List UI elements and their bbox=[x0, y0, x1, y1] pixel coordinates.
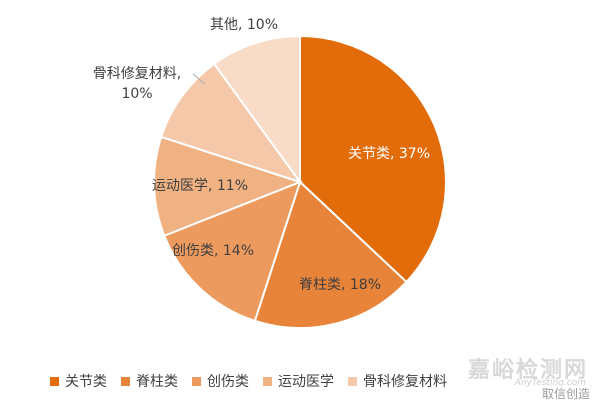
legend-swatch-trauma bbox=[192, 376, 201, 386]
legend-swatch-joint bbox=[50, 376, 59, 386]
watermark-site-url: AnyTesting.com bbox=[514, 378, 586, 388]
leader-line-repair-material bbox=[192, 73, 206, 85]
pie-slice-joint bbox=[299, 34, 447, 284]
legend-swatch-repair-material bbox=[348, 376, 357, 386]
legend-item-repair-material: 骨科修复材料 bbox=[348, 371, 447, 391]
pie-label-trauma: 创伤类, 14% bbox=[172, 243, 254, 259]
legend: 关节类 脊柱类 创伤类 运动医学 骨科修复材料 bbox=[50, 371, 461, 391]
pie-labels: 关节类, 37% 脊柱类, 18% 创伤类, 14% 运动医学, 11% 骨科修复材料,… bbox=[93, 17, 430, 293]
pie-label-sports-medicine: 运动医学, 11% bbox=[152, 178, 248, 194]
legend-label-sports-medicine: 运动医学 bbox=[278, 374, 334, 390]
watermark-brand: 取信创造 bbox=[541, 385, 590, 402]
legend-item-joint: 关节类 bbox=[50, 371, 107, 391]
pie-slice-repair-material bbox=[159, 62, 303, 184]
pie-slice-sports-medicine bbox=[153, 135, 303, 238]
legend-item-sports-medicine: 运动医学 bbox=[263, 371, 334, 391]
watermark-site-name: 嘉峪检测网 bbox=[467, 358, 588, 383]
legend-label-trauma: 创伤类 bbox=[207, 374, 249, 390]
pie-slices bbox=[153, 34, 447, 329]
pie-slice-trauma bbox=[162, 180, 302, 323]
legend-item-trauma: 创伤类 bbox=[192, 371, 249, 391]
legend-label-repair-material: 骨科修复材料 bbox=[363, 374, 447, 390]
pie-label-other: 其他, 10% bbox=[210, 17, 278, 33]
legend-swatch-spine bbox=[121, 376, 130, 386]
pie-label-repair-material: 骨科修复材料, 10% bbox=[93, 65, 181, 102]
pie-label-joint: 关节类, 37% bbox=[348, 146, 430, 162]
pie-label-spine: 脊柱类, 18% bbox=[299, 277, 381, 293]
legend-item-spine: 脊柱类 bbox=[121, 371, 178, 391]
legend-label-joint: 关节类 bbox=[65, 374, 107, 390]
pie-slice-spine bbox=[253, 180, 408, 329]
legend-label-spine: 脊柱类 bbox=[136, 374, 178, 390]
pie-slice-other bbox=[212, 34, 301, 186]
legend-swatch-sports-medicine bbox=[263, 376, 272, 386]
